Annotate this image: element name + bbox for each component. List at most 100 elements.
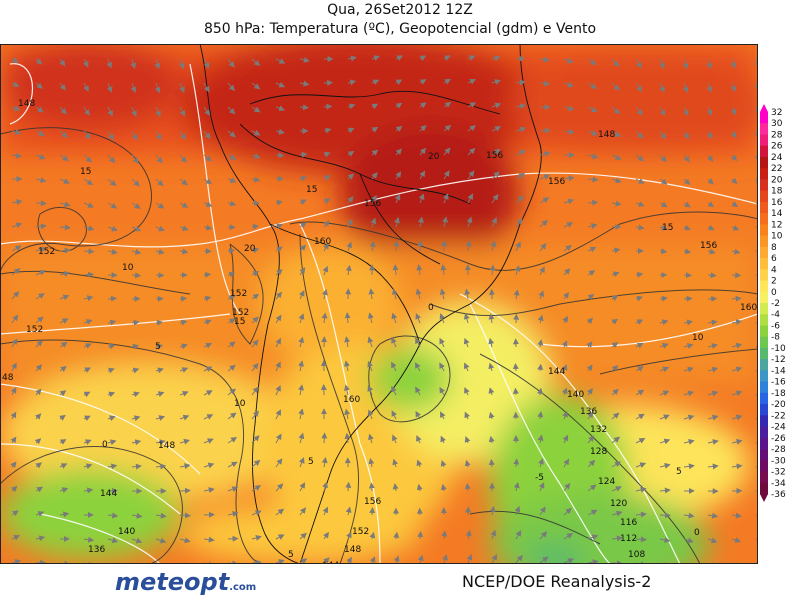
wind-arrow [442, 554, 448, 564]
wind-arrow [369, 556, 376, 564]
contour-label: 156 [700, 241, 717, 251]
wind-arrow [11, 268, 21, 276]
contour-label: 15 [80, 167, 91, 177]
wind-arrow [515, 195, 524, 204]
wind-arrow [299, 558, 308, 564]
wind-arrow [439, 313, 446, 324]
wind-arrow [395, 55, 403, 61]
wind-arrow [683, 537, 694, 544]
wind-arrow [683, 130, 690, 140]
wind-arrow [611, 271, 620, 278]
wind-arrow [299, 507, 307, 516]
temperature-colorbar: 32302826242220181614121086420-2-4-6-8-10… [760, 104, 786, 502]
contour-label: 0 [102, 440, 108, 450]
wind-arrow [227, 295, 236, 301]
wind-arrow [131, 178, 140, 187]
wind-arrow [344, 360, 350, 372]
wind-arrow [659, 537, 671, 543]
wind-arrow [371, 149, 379, 156]
wind-arrow [130, 58, 137, 70]
wind-arrow [275, 385, 281, 396]
wind-arrow [419, 79, 427, 85]
wind-arrow [463, 337, 470, 348]
wind-arrow [275, 199, 283, 206]
wind-arrow [731, 512, 742, 519]
wind-arrow [491, 55, 501, 62]
wind-arrow [203, 438, 214, 444]
wind-arrow [443, 170, 450, 180]
wind-arrow [179, 390, 189, 397]
wind-arrow [635, 389, 645, 396]
wind-arrow [561, 387, 568, 396]
wind-arrow [323, 242, 329, 252]
wind-arrow [130, 82, 137, 94]
colorbar-swatch [760, 145, 768, 158]
wind-arrow [251, 129, 261, 136]
wind-arrow [707, 319, 718, 326]
wind-arrow [35, 535, 46, 542]
wind-arrow [371, 103, 379, 110]
colorbar-top-arrow [760, 104, 768, 112]
wind-arrow [707, 201, 715, 208]
wind-arrow [731, 414, 743, 421]
wind-arrow [611, 247, 621, 254]
wind-arrow [563, 268, 571, 276]
wind-arrow [35, 340, 43, 348]
wind-arrow [514, 265, 521, 276]
wind-arrow [538, 482, 545, 492]
wind-arrow [731, 463, 743, 470]
wind-arrow [59, 294, 70, 301]
wind-arrow [635, 366, 644, 372]
wind-arrow [299, 175, 307, 182]
wind-arrow [730, 82, 737, 93]
wind-arrow [227, 341, 236, 348]
contour-label: 156 [364, 497, 381, 507]
wind-arrow [275, 152, 285, 159]
wind-arrow [415, 288, 422, 300]
wind-arrow [299, 104, 309, 111]
wind-arrow [227, 388, 236, 396]
contour-label: 15 [306, 185, 317, 195]
wind-arrow [414, 362, 421, 372]
colorbar-tick-label: -14 [771, 366, 786, 376]
colorbar-tick-label: 4 [771, 265, 777, 275]
colorbar-tick-label: 18 [771, 187, 783, 197]
wind-arrow [227, 511, 239, 517]
wind-arrow [440, 264, 447, 276]
colorbar-tick-label: -30 [771, 456, 786, 466]
wind-arrow [11, 222, 23, 229]
wind-arrow [344, 336, 351, 348]
wind-arrow [322, 506, 329, 516]
wind-arrow [107, 343, 116, 350]
wind-arrow [563, 81, 575, 88]
wind-arrow [11, 105, 21, 111]
wind-arrow [611, 130, 621, 138]
wind-arrow [419, 102, 427, 109]
wind-arrow [299, 267, 306, 276]
wind-arrow [513, 458, 520, 468]
wind-arrow [154, 58, 161, 70]
wind-arrow [35, 58, 43, 65]
wind-arrow [488, 387, 495, 396]
colorbar-swatch [760, 123, 768, 135]
wind-arrow [203, 390, 213, 396]
wind-arrow [440, 435, 446, 444]
wind-arrow [611, 436, 621, 444]
wind-arrow [635, 201, 645, 207]
contour-label: 160 [314, 237, 331, 247]
wind-arrow [35, 364, 43, 372]
coastlines [199, 44, 542, 564]
wind-arrow [682, 82, 689, 93]
colorbar-tick-label: 6 [771, 254, 777, 264]
contour-label: 156 [364, 199, 381, 209]
wind-arrow [537, 363, 544, 372]
wind-arrow [227, 177, 237, 183]
wind-arrow [346, 218, 353, 228]
wind-arrow [203, 130, 211, 139]
wind-arrow [251, 510, 262, 516]
wind-arrow [491, 171, 500, 180]
wind-arrow [275, 246, 283, 253]
wind-arrow [587, 459, 596, 468]
wind-arrow [439, 386, 446, 396]
wind-arrow [611, 461, 621, 468]
